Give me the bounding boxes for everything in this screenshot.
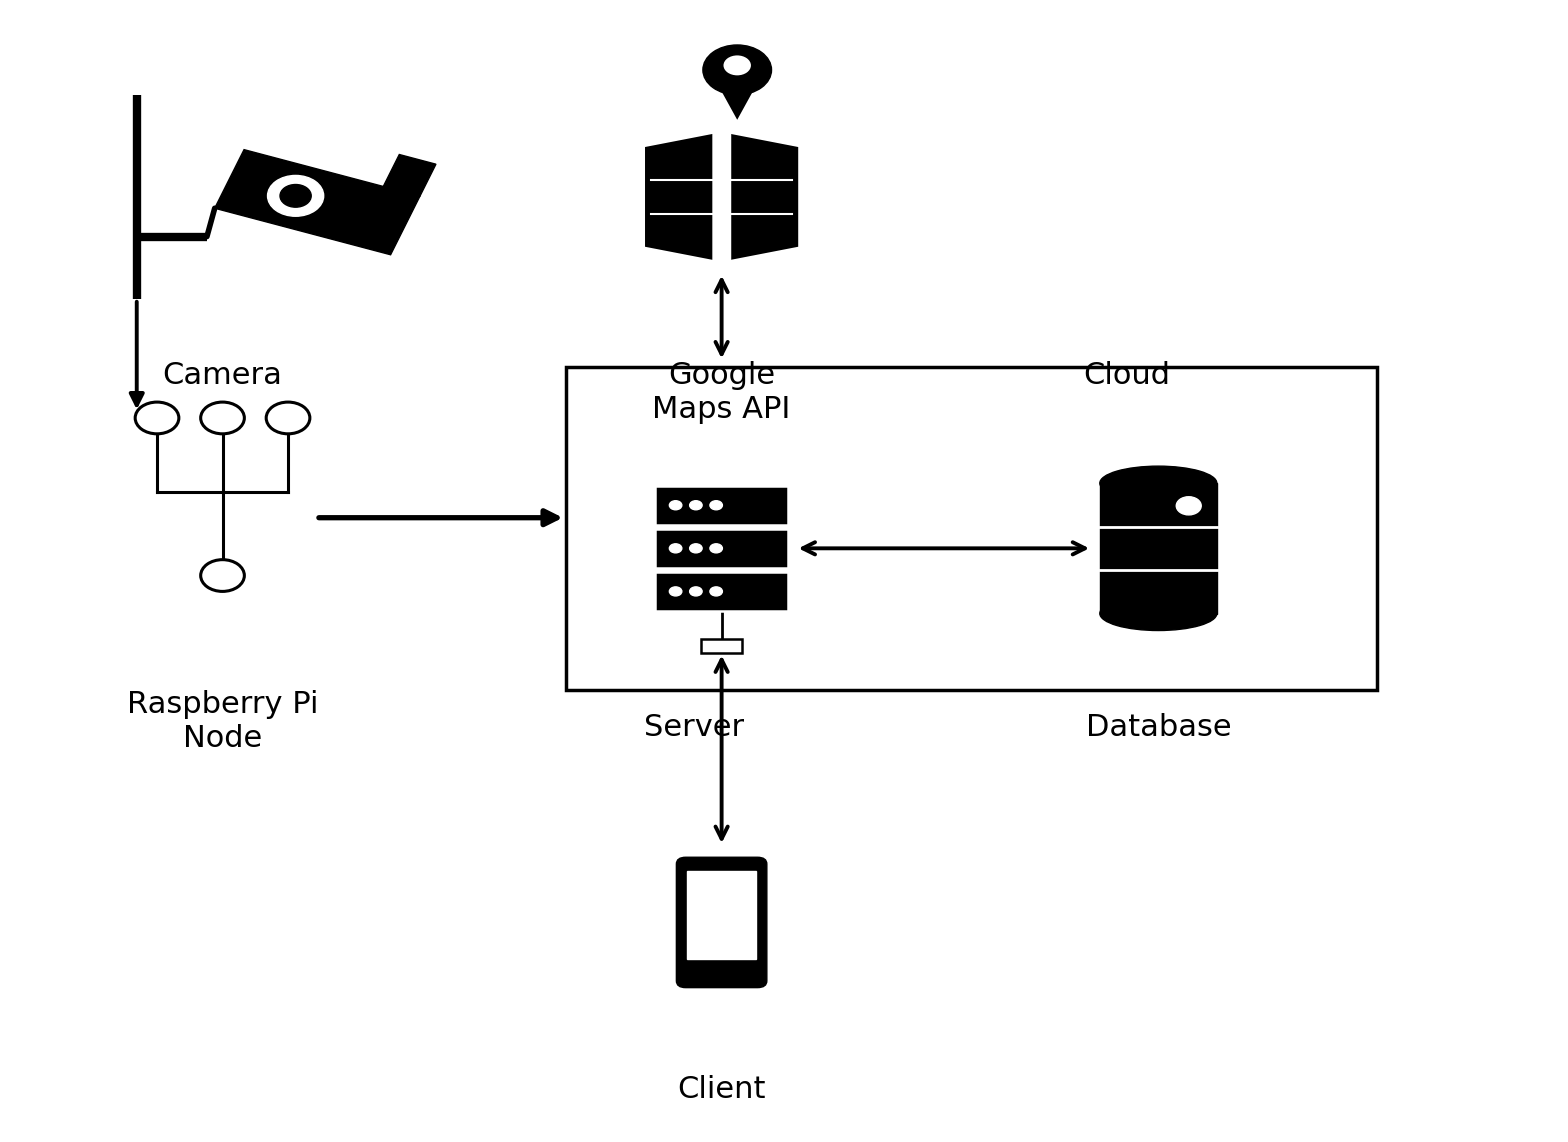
Bar bbox=[655, 486, 787, 524]
Circle shape bbox=[201, 560, 245, 592]
FancyBboxPatch shape bbox=[676, 858, 767, 988]
Circle shape bbox=[690, 500, 702, 509]
Circle shape bbox=[267, 402, 310, 434]
Polygon shape bbox=[643, 132, 713, 262]
Circle shape bbox=[690, 544, 702, 553]
Circle shape bbox=[670, 500, 682, 509]
Ellipse shape bbox=[1099, 466, 1217, 500]
Bar bbox=[701, 640, 742, 652]
Text: Google
Maps API: Google Maps API bbox=[652, 361, 790, 424]
Bar bbox=[1099, 483, 1217, 613]
Bar bbox=[566, 367, 1377, 690]
Text: Database: Database bbox=[1085, 713, 1231, 741]
Polygon shape bbox=[729, 132, 800, 262]
Polygon shape bbox=[717, 82, 757, 120]
Circle shape bbox=[710, 587, 723, 596]
Circle shape bbox=[723, 56, 751, 75]
Circle shape bbox=[201, 402, 245, 434]
Circle shape bbox=[268, 176, 323, 216]
Polygon shape bbox=[383, 154, 436, 196]
Text: Client: Client bbox=[677, 1076, 765, 1104]
Circle shape bbox=[670, 544, 682, 553]
Text: Raspberry Pi
Node: Raspberry Pi Node bbox=[127, 690, 318, 753]
Circle shape bbox=[670, 587, 682, 596]
Circle shape bbox=[710, 500, 723, 509]
Circle shape bbox=[690, 587, 702, 596]
Polygon shape bbox=[215, 150, 420, 255]
Text: Server: Server bbox=[643, 713, 743, 741]
Circle shape bbox=[281, 185, 310, 207]
Ellipse shape bbox=[1099, 596, 1217, 630]
Text: Camera: Camera bbox=[163, 361, 282, 391]
Text: Cloud: Cloud bbox=[1083, 361, 1171, 391]
Circle shape bbox=[702, 45, 771, 95]
Circle shape bbox=[135, 402, 179, 434]
Bar bbox=[655, 572, 787, 611]
Circle shape bbox=[710, 544, 723, 553]
Bar bbox=[687, 871, 756, 959]
Bar bbox=[655, 529, 787, 568]
Circle shape bbox=[1176, 497, 1201, 515]
